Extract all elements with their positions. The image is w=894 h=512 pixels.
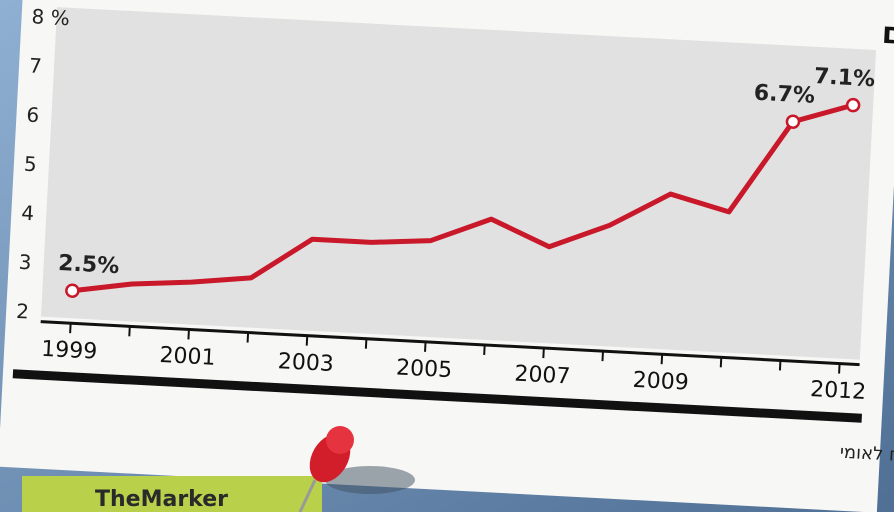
x-tick-label: 1999 [41, 337, 98, 365]
value-label: 7.1% [813, 64, 875, 92]
y-tick-label: 8 % [31, 4, 70, 30]
value-label: 2.5% [58, 251, 120, 279]
x-tick [69, 323, 72, 334]
logo-box [22, 476, 322, 512]
x-tick [838, 363, 841, 374]
value-label: 6.7% [753, 81, 815, 109]
y-tick-label: 3 [18, 250, 32, 275]
pushpin [298, 426, 415, 512]
data-point [65, 283, 80, 298]
x-tick [660, 354, 664, 365]
y-tick-label: 4 [21, 201, 35, 226]
x-tick [601, 351, 604, 362]
x-tick-label: 2007 [514, 362, 571, 390]
x-tick-label: 2009 [632, 368, 689, 396]
separator-bar [12, 369, 862, 423]
y-tick-label: 5 [23, 152, 37, 177]
x-tick [246, 332, 250, 343]
y-tick-label: 7 [28, 53, 42, 78]
y-tick-label: 6 [26, 103, 40, 128]
x-axis [40, 320, 860, 367]
data-point [785, 114, 801, 129]
x-tick [483, 344, 486, 355]
data-point [845, 97, 861, 113]
x-tick [305, 335, 309, 346]
x-tick [719, 357, 723, 368]
x-tick [128, 326, 131, 337]
logo: TheMarker [95, 487, 228, 512]
x-tick [364, 338, 368, 349]
x-tick [542, 347, 545, 359]
x-tick-label: 2012 [810, 377, 867, 405]
x-tick-label: 2001 [159, 343, 216, 371]
data-line [72, 102, 854, 294]
x-tick-label: 2003 [277, 349, 334, 377]
plot-area [40, 7, 877, 360]
x-tick [187, 329, 190, 340]
x-tick-label: 2005 [395, 355, 452, 383]
y-tick-label: 2 [16, 299, 30, 324]
x-tick [778, 360, 782, 371]
x-tick [424, 341, 427, 352]
